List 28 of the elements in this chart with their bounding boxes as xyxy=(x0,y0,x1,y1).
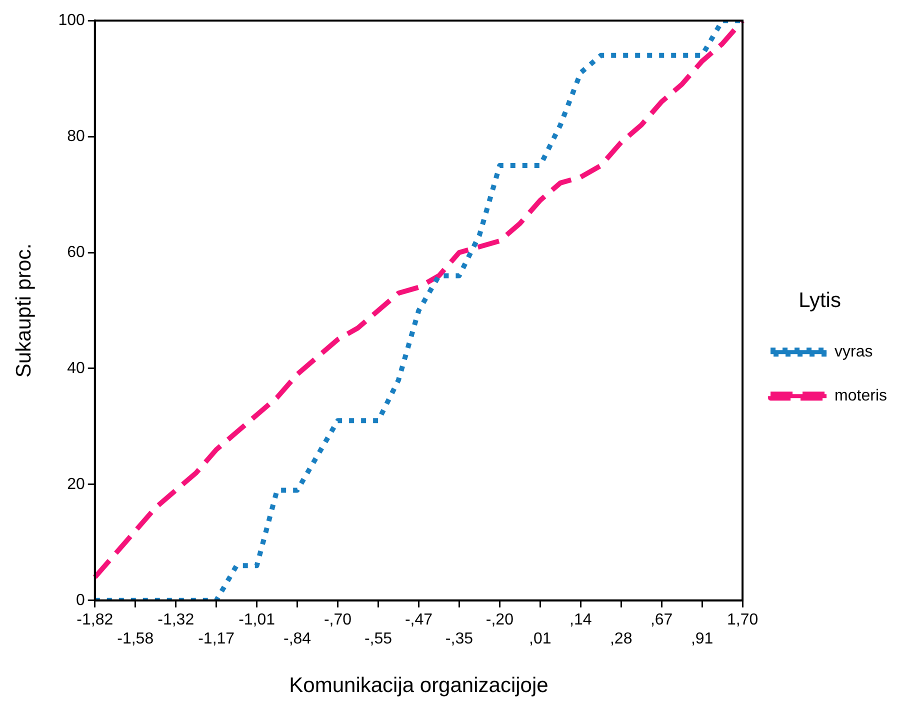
legend-label: vyras xyxy=(834,344,873,361)
y-axis-title: Sukaupti proc. xyxy=(12,243,36,378)
x-axis-title: Komunikacija organizacijoje xyxy=(289,674,548,698)
y-tick-label: 100 xyxy=(58,12,85,30)
x-tick-label: -,20 xyxy=(486,611,514,628)
y-tick-label: 80 xyxy=(67,128,85,145)
x-tick-label: -1,58 xyxy=(117,630,154,648)
x-tick-label: -,55 xyxy=(364,630,392,648)
x-tick-label: ,28 xyxy=(610,630,632,648)
x-tick-label: ,01 xyxy=(529,630,552,648)
x-tick-label: ,14 xyxy=(570,611,592,628)
x-tick-label: -1,17 xyxy=(198,630,235,648)
x-tick-label: -,35 xyxy=(445,630,474,648)
x-tick-label: -,84 xyxy=(283,630,312,648)
x-tick-label: ,91 xyxy=(690,630,714,648)
x-tick-label: -1,32 xyxy=(158,611,194,628)
y-tick-label: 0 xyxy=(76,592,85,609)
x-tick-label: ,67 xyxy=(650,611,673,628)
y-tick-label: 60 xyxy=(67,244,85,261)
x-tick-label: -1,82 xyxy=(76,611,114,628)
x-tick-label: 1,70 xyxy=(726,611,758,628)
y-tick-label: 40 xyxy=(67,360,85,377)
legend-label: moteris xyxy=(834,388,887,405)
x-tick-label: -,47 xyxy=(404,611,433,628)
x-tick-label: -1,01 xyxy=(238,611,276,628)
legend-title: Lytis xyxy=(798,289,841,312)
x-tick-label: -,70 xyxy=(324,611,352,628)
y-tick-label: 20 xyxy=(67,476,85,493)
